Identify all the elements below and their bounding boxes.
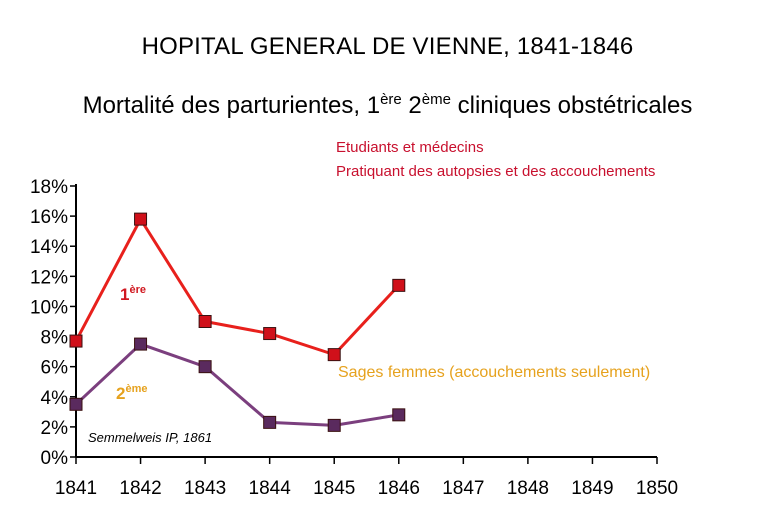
y-tick-label: 8%	[41, 328, 69, 349]
subtitle-prefix: Mortalité des parturientes, 1	[82, 92, 381, 119]
series-line-second	[74, 342, 400, 427]
x-tick-label: 1850	[636, 478, 678, 499]
x-tick-label: 1846	[378, 478, 420, 499]
data-point-second	[69, 397, 83, 411]
y-tick-label: 16%	[30, 207, 68, 228]
data-point-first	[392, 278, 406, 292]
data-point-second	[392, 408, 406, 422]
annotation-students-line1: Etudiants et médecins	[336, 139, 484, 156]
series-label-first-sup: ère	[129, 284, 146, 296]
data-point-first	[327, 348, 341, 362]
chart-ticks: 0% 2% 4% 6% 8% 10% 12% 14% 16% 18% 1841 1842 1843 184…	[30, 177, 678, 499]
series-label-first-num: 1	[120, 285, 130, 304]
data-point-first	[69, 334, 83, 348]
x-tick-label: 1849	[571, 478, 613, 499]
x-tick-label: 1848	[507, 478, 549, 499]
y-tick-label: 12%	[30, 267, 68, 288]
x-tick-label: 1844	[249, 478, 292, 499]
subtitle-mid: 2	[401, 92, 422, 119]
y-tick-label: 2%	[41, 418, 69, 439]
source-citation: Semmelweis IP, 1861	[88, 430, 213, 445]
y-tick-label: 6%	[41, 358, 69, 379]
data-point-second	[327, 418, 341, 432]
subtitle-sup-first: ère	[380, 91, 402, 108]
chart-axes	[75, 184, 657, 458]
x-tick-label: 1847	[442, 478, 484, 499]
data-point-second	[134, 337, 148, 351]
x-tick-label: 1845	[313, 478, 355, 499]
y-tick-label: 18%	[30, 177, 68, 198]
series-label-first-clinic: 1ère	[120, 285, 146, 305]
annotation-students-line2: Pratiquant des autopsies et des accouche…	[336, 163, 656, 180]
series-label-second-sup: ème	[125, 383, 148, 395]
data-point-first	[134, 212, 148, 226]
data-point-second	[263, 415, 277, 429]
data-point-first	[263, 327, 277, 341]
chart-subtitle: Mortalité des parturientes, 1ère 2ème cl…	[0, 92, 775, 120]
chart-series	[69, 212, 406, 432]
chart-title: HOPITAL GENERAL DE VIENNE, 1841-1846	[141, 33, 634, 60]
series-label-second-num: 2	[116, 384, 126, 403]
series-label-second-clinic: 2ème	[116, 384, 148, 404]
x-tick-label: 1841	[55, 478, 97, 499]
y-tick-label: 0%	[41, 448, 69, 469]
x-tick-label: 1843	[184, 478, 226, 499]
y-tick-label: 14%	[30, 237, 68, 258]
series-line-first	[74, 217, 400, 357]
subtitle-sup-second: ème	[421, 91, 451, 108]
data-point-first	[198, 315, 212, 328]
subtitle-suffix: cliniques obstétricales	[450, 92, 693, 119]
data-point-second	[198, 360, 212, 374]
annotation-midwives: Sages femmes (accouchements seulement)	[338, 364, 651, 381]
y-tick-label: 10%	[30, 297, 68, 318]
x-tick-label: 1842	[119, 478, 161, 499]
y-tick-label: 4%	[41, 388, 69, 409]
